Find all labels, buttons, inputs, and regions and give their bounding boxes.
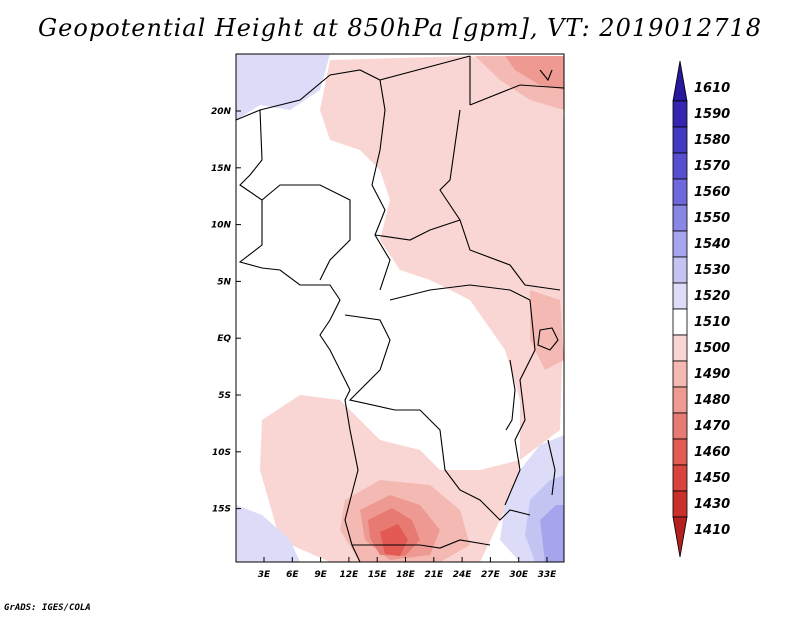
colorbar-swatch [672,360,688,388]
region-1540-southeast [540,505,564,562]
lon-label: 3E [258,570,271,580]
border-drc-north [389,284,531,301]
lat-label: 10N [211,221,232,231]
lat-label: 5N [217,277,231,287]
colorbar: 1610 1590 1580 1570 1560 1550 1540 1530 1520 1510… [672,60,730,558]
region-1490-east [530,290,564,370]
lon-label: 33E [538,570,558,580]
colorbar-swatch [672,100,688,128]
latitude-ticks: 20N 15N 10N 5N EQ 5S 10S 15S [211,107,241,515]
lon-label: 12E [340,570,360,580]
colorbar-label: 1480 [694,393,730,408]
coastlines-and-borders [236,55,564,562]
colorbar-swatch [672,204,688,232]
colorbar-label: 1510 [694,315,730,330]
colorbar-label: 1470 [694,419,730,434]
lon-label: 6E [286,570,299,580]
coastline-west-africa [236,109,361,562]
lake-malawi [547,439,556,496]
grads-credit: GrADS: IGES/COLA [4,603,91,613]
lake-victoria [537,327,559,351]
colorbar-swatch [672,516,688,558]
colorbar-swatch [672,126,688,154]
lat-label: EQ [217,334,231,344]
colorbar-swatch [672,178,688,206]
lat-label: 20N [211,107,232,117]
colorbar-label: 1550 [694,211,730,226]
colorbar-label: 1410 [694,523,730,538]
border-nigeria [261,184,351,281]
lon-label: 30E [509,570,529,580]
colorbar-swatch [672,438,688,466]
colorbar-label: 1450 [694,471,730,486]
colorbar-swatch [672,412,688,440]
colorbar-swatch [672,256,688,284]
colorbar-swatch [672,386,688,414]
colorbar-swatch [672,464,688,492]
colorbar-label: 1460 [694,445,730,460]
lon-label: 9E [314,570,327,580]
colorbar-label: 1560 [694,185,730,200]
region-1500-field [260,56,564,562]
colorbar-swatch [672,490,688,518]
border-zambia [444,469,531,521]
border-central-africa [374,219,461,241]
region-1500-north [380,56,480,140]
colorbar-swatch [672,308,688,336]
colorbar-swatch [672,60,688,102]
colorbar-label: 1540 [694,237,730,252]
lon-label: 15E [368,570,388,580]
colorbar-label: 1610 [694,81,730,96]
colorbar-label: 1580 [694,133,730,148]
region-1520-northwest [236,54,330,120]
colorbar-label: 1530 [694,263,730,278]
lat-label: 5S [218,391,231,401]
colorbar-label: 1490 [694,367,730,382]
lat-label: 15N [211,164,232,174]
colorbar-label: 1500 [694,341,730,356]
colorbar-label: 1590 [694,107,730,122]
border-drc-west [344,314,446,471]
lon-label: 18E [396,570,416,580]
longitude-ticks: 3E 6E 9E 12E 15E 18E 21E 24E 27E 30E 33E [258,557,557,580]
colorbar-swatch [672,230,688,258]
lat-label: 10S [212,448,231,458]
colorbar-label: 1520 [694,289,730,304]
colorbar-label: 1570 [694,159,730,174]
border-east [504,299,536,506]
region-1480-northeast [505,56,564,90]
border-egypt-sudan [469,84,564,106]
colorbar-swatch [672,152,688,180]
border-angola-south [352,539,491,549]
lat-label: 15S [212,505,231,515]
lon-label: 27E [481,570,501,580]
red-sea-coast [539,69,553,82]
lon-label: 21E [424,570,444,580]
lake-tanganyika [505,359,516,431]
border-chad-sudan [371,79,391,291]
border-sudan-south [439,109,561,291]
border-sahel-north [259,55,471,111]
region-1460-south [380,524,408,556]
map-frame [236,54,564,562]
figure-title: Geopotential Height at 850hPa [gpm], VT:… [38,14,762,42]
region-1520-southwest [236,505,300,562]
map-border [235,53,565,563]
colorbar-label: 1430 [694,497,730,512]
lon-label: 24E [453,570,473,580]
colorbar-swatch [672,334,688,362]
colorbar-swatch [672,282,688,310]
